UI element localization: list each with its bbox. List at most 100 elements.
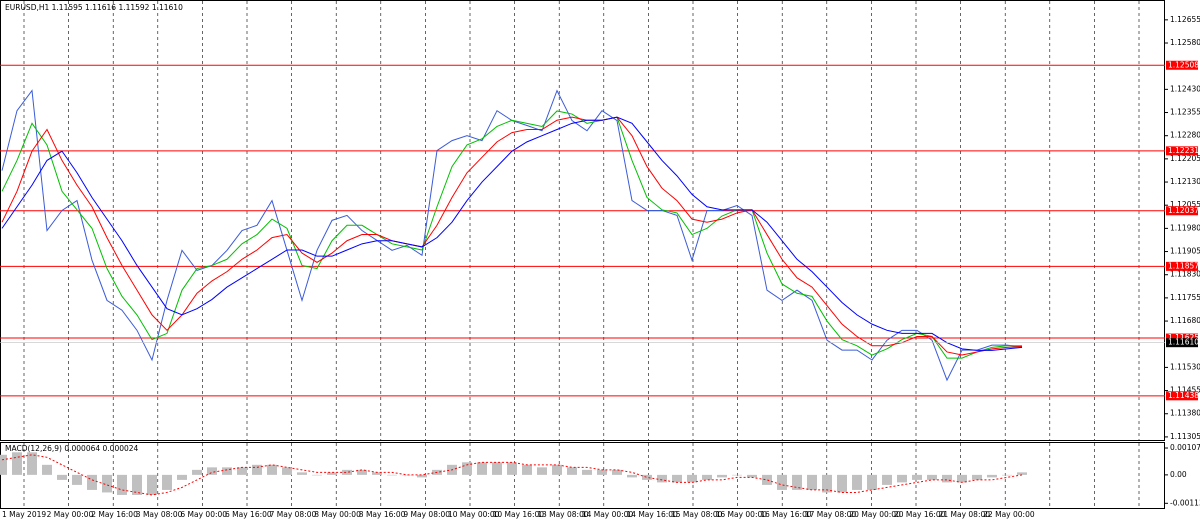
chart-title: EURUSD,H1 1.11595 1.11616 1.11592 1.1161… (5, 3, 183, 12)
macd-bar (147, 474, 157, 495)
macd-bar (117, 474, 127, 495)
macd-bar (462, 462, 472, 475)
macd-bar (177, 474, 187, 480)
macd-bar (207, 467, 217, 475)
level-label-box (1166, 60, 1198, 70)
level-label: 1.11857 (1168, 261, 1199, 270)
x-tick-label: 1 May 2019 (2, 510, 46, 519)
macd-bar (57, 474, 67, 480)
y-tick-label: 1.12055 (1170, 200, 1200, 209)
x-tick-label: 14 May 16:00 (626, 510, 678, 519)
macd-bar (312, 474, 322, 476)
y-tick-label: 1.11980 (1170, 223, 1200, 232)
y-tick-label: 1.12655 (1170, 15, 1200, 24)
macd-bar (222, 467, 232, 475)
macd-bar (0, 454, 7, 475)
macd-bar (582, 469, 592, 475)
y-tick-label: 1.11455 (1170, 386, 1200, 395)
macd-bar (807, 474, 817, 490)
macd-bar (72, 474, 82, 485)
level-label-box (1166, 391, 1198, 401)
y-tick-label: 1.12430 (1170, 84, 1200, 93)
x-tick-label: 15 May 08:00 (671, 510, 723, 519)
level-label: 1.11625 (1168, 333, 1199, 342)
y-tick-label: 1.12205 (1170, 154, 1200, 163)
x-tick-label: 16 May 00:00 (716, 510, 768, 519)
y-tick-label: 1.12130 (1170, 177, 1200, 186)
macd-bar (507, 462, 517, 475)
x-tick-label: 10 May 00:00 (448, 510, 500, 519)
macd-bar (897, 474, 907, 483)
macd-bar (942, 474, 952, 483)
macd-bar (792, 474, 802, 490)
x-tick-label: 9 May 08:00 (403, 510, 450, 519)
macd-bar (672, 474, 682, 483)
macd-bar (252, 464, 262, 475)
level-label-box (1166, 206, 1198, 216)
macd-bar (552, 464, 562, 475)
macd-tick-label: -0.001133 (1170, 498, 1200, 507)
level-label-box (1166, 146, 1198, 156)
macd-bar (627, 474, 637, 478)
y-tick-label: 1.11755 (1170, 293, 1200, 302)
x-tick-label: 17 May 08:00 (805, 510, 857, 519)
macd-bar (192, 469, 202, 475)
current-price-box (1166, 338, 1198, 348)
macd-bar (612, 469, 622, 475)
macd-bar (642, 474, 652, 480)
macd-bar (972, 474, 982, 480)
level-label: 1.12508 (1168, 60, 1199, 69)
x-tick-label: 10 May 16:00 (493, 510, 545, 519)
x-tick-label: 6 May 00:00 (180, 510, 227, 519)
macd-bar (747, 474, 757, 478)
macd-signal (1, 454, 1023, 496)
y-tick-label: 1.11905 (1170, 247, 1200, 256)
macd-bar (987, 474, 997, 478)
macd-bar (912, 474, 922, 480)
level-label: 1.12037 (1168, 206, 1199, 215)
macd-bar (717, 474, 727, 478)
macd-bar (867, 474, 877, 490)
macd-bar (522, 464, 532, 475)
y-tick-label: 1.11830 (1170, 270, 1200, 279)
y-tick-label: 1.12580 (1170, 38, 1200, 47)
y-tick-label: 1.12280 (1170, 131, 1200, 140)
macd-bar (372, 472, 382, 475)
macd-bar (87, 474, 97, 490)
macd-bar (327, 472, 337, 475)
macd-bar (342, 469, 352, 475)
y-tick-label: 1.11305 (1170, 432, 1200, 441)
macd-bar (882, 474, 892, 485)
current-price-label: 1.11610 (1168, 338, 1199, 347)
macd-bar (732, 474, 742, 476)
macd-tick-label: 0.00 (1170, 470, 1187, 479)
macd-bar (27, 452, 37, 475)
y-tick-label: 1.11680 (1170, 316, 1200, 325)
macd-bar (687, 474, 697, 483)
moving-average (1, 110, 1022, 359)
x-tick-label: 20 May 16:00 (894, 510, 946, 519)
level-label-box (1166, 261, 1198, 271)
macd-bar (1002, 474, 1012, 476)
x-tick-label: 13 May 08:00 (537, 510, 589, 519)
macd-bar (387, 474, 397, 476)
moving-average (1, 116, 1023, 356)
macd-bar (597, 469, 607, 475)
x-tick-label: 22 May 00:00 (983, 510, 1035, 519)
macd-panel (0, 442, 1165, 509)
macd-bar (702, 474, 712, 480)
macd-bar (822, 474, 832, 493)
macd-bar (837, 474, 847, 493)
x-tick-label: 8 May 00:00 (314, 510, 361, 519)
moving-average (1, 116, 1023, 351)
macd-bar (267, 464, 277, 475)
macd-bar (132, 474, 142, 495)
macd-bar (927, 474, 937, 480)
macd-bar (852, 474, 862, 490)
macd-bar (282, 467, 292, 475)
x-tick-label: 20 May 00:00 (849, 510, 901, 519)
main-panel (0, 0, 1165, 441)
macd-bar (102, 474, 112, 493)
macd-bar (42, 464, 52, 475)
